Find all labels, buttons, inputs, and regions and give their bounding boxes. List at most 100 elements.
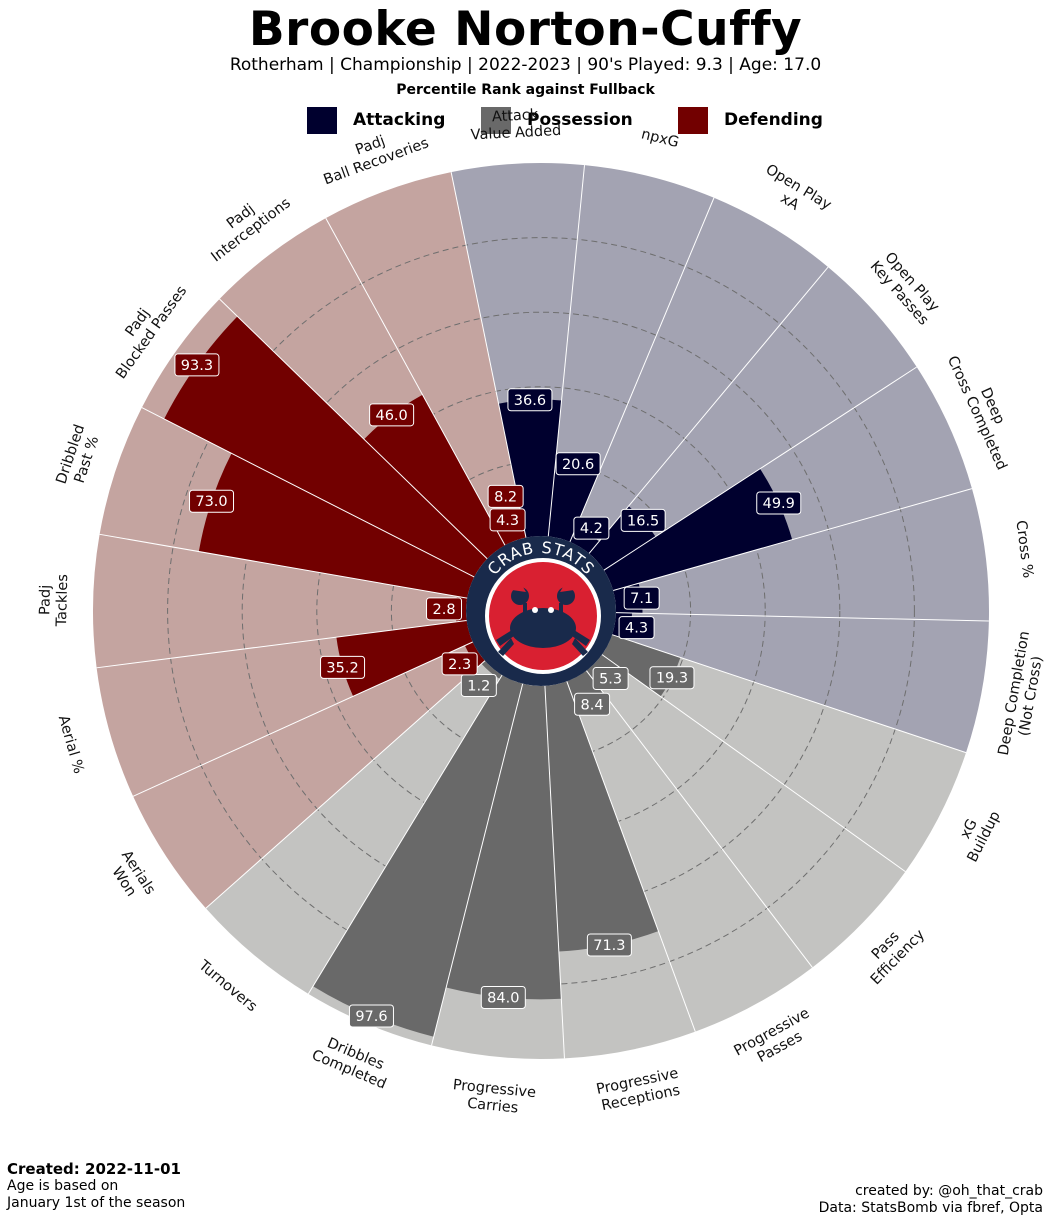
value-label-box bbox=[174, 353, 220, 377]
value-label-padj-ball-recoveries: 4.3 bbox=[489, 508, 526, 532]
value-label-box bbox=[649, 666, 695, 690]
category-label-pass-efficiency: PassEfficiency bbox=[856, 915, 929, 988]
value-label-dribbled-past: 73.0 bbox=[189, 489, 235, 513]
value-label-progressive-carries: 84.0 bbox=[480, 985, 526, 1009]
slice-bg-pass-efficiency bbox=[586, 654, 906, 968]
separator bbox=[141, 407, 475, 578]
value-label-dribbles-completed: 97.6 bbox=[348, 1004, 394, 1028]
value-label-box bbox=[623, 586, 660, 610]
category-label-cross: Cross % bbox=[1012, 519, 1035, 579]
value-label-box bbox=[480, 985, 526, 1009]
category-label-xg-buildup: xGBuildup bbox=[950, 801, 1004, 865]
separator bbox=[431, 683, 524, 1046]
legend-swatch-defending bbox=[678, 106, 708, 134]
bar-padj-blocked-passes bbox=[164, 316, 488, 577]
value-label-text: 5.3 bbox=[599, 672, 622, 688]
slice-bg-padj-ball-recoveries bbox=[325, 172, 526, 546]
separator bbox=[325, 217, 506, 546]
separator bbox=[307, 674, 503, 995]
separator bbox=[205, 660, 486, 909]
category-label-aerials-won: AerialsWon bbox=[104, 848, 158, 907]
age-note-line2: January 1st of the season bbox=[7, 1195, 186, 1211]
grid-ring-60 bbox=[241, 311, 841, 911]
value-label-text: 36.6 bbox=[514, 393, 546, 409]
separator bbox=[566, 681, 696, 1032]
created-date: Created: 2022-11-01 bbox=[7, 1160, 181, 1178]
value-label-text: 97.6 bbox=[355, 1009, 387, 1025]
value-label-aerial: 35.2 bbox=[320, 655, 366, 679]
value-label-text: 46.0 bbox=[375, 408, 407, 424]
slice-bg-deep-completion-not-cross bbox=[612, 612, 989, 753]
value-label-text: 49.9 bbox=[763, 496, 795, 512]
separator bbox=[615, 612, 989, 622]
slice-separators bbox=[96, 165, 989, 1059]
bar-dribbled-past bbox=[198, 453, 475, 599]
value-label-box bbox=[369, 403, 415, 427]
category-label-aerial: Aerial % bbox=[55, 714, 87, 776]
value-label-turnovers: 1.2 bbox=[460, 673, 497, 697]
value-label-text: 73.0 bbox=[195, 494, 227, 510]
age-note-line1: Age is based on bbox=[7, 1178, 119, 1194]
separator bbox=[601, 654, 906, 873]
bar-progressive-receptions bbox=[544, 681, 659, 952]
legend-swatch-possession bbox=[481, 106, 511, 134]
value-label-text: 7.1 bbox=[630, 591, 653, 607]
separator bbox=[613, 488, 973, 591]
value-label-open-play-key-passes: 16.5 bbox=[620, 508, 666, 532]
category-label-turnovers: Turnovers bbox=[195, 957, 260, 1015]
percentile-rank-label: Percentile Rank against Fullback bbox=[396, 82, 655, 98]
bar-turnovers bbox=[481, 660, 503, 679]
value-label-box bbox=[555, 452, 601, 476]
slice-bg-open-play-key-passes bbox=[589, 267, 917, 571]
bar-attack-value-added bbox=[498, 399, 562, 538]
separator bbox=[99, 533, 468, 599]
value-label-cross: 7.1 bbox=[623, 586, 660, 610]
category-label-attack-value-added: AttackValue Added bbox=[469, 106, 561, 144]
slice-bg-npxg bbox=[548, 165, 714, 542]
value-label-text: 4.3 bbox=[625, 621, 648, 637]
value-label-text: 16.5 bbox=[627, 513, 659, 529]
legend-label-defending: Defending bbox=[724, 110, 823, 130]
value-label-text: 4.2 bbox=[580, 521, 603, 537]
value-label-progressive-receptions: 71.3 bbox=[586, 933, 632, 957]
value-label-box bbox=[348, 1004, 394, 1028]
percentile-bars bbox=[164, 316, 793, 1037]
slice-bg-padj-tackles bbox=[93, 534, 468, 668]
category-label-dribbled-past: DribbledPast % bbox=[54, 423, 105, 492]
category-label-padj-tackles: PadjTackles bbox=[37, 574, 71, 628]
value-label-box bbox=[586, 933, 632, 957]
footer-right: created by: @oh_that_crab Data: StatsBom… bbox=[819, 1183, 1043, 1217]
grid-ring-80 bbox=[167, 237, 915, 985]
legend-item-attacking: Attacking bbox=[307, 106, 445, 134]
value-label-text: 19.3 bbox=[656, 671, 688, 687]
value-label-text: 8.2 bbox=[494, 489, 517, 505]
value-label-text: 1.2 bbox=[467, 678, 490, 694]
category-label-padj-ball-recoveries: PadjBall Recoveries bbox=[316, 119, 431, 188]
value-label-box bbox=[441, 652, 478, 676]
slice-bg-xg-buildup bbox=[602, 634, 967, 872]
crab-stats-logo: CRAB STATS bbox=[466, 536, 616, 686]
value-label-text: 2.3 bbox=[448, 657, 471, 673]
value-label-text: 4.3 bbox=[496, 513, 519, 529]
slice-bg-progressive-passes bbox=[566, 670, 813, 1032]
separator bbox=[547, 165, 585, 537]
category-label-dribbles-completed: DribblesCompleted bbox=[309, 1032, 395, 1093]
value-label-pass-efficiency: 5.3 bbox=[592, 667, 629, 691]
separator bbox=[96, 620, 467, 669]
value-label-open-play-xa: 4.2 bbox=[573, 516, 610, 540]
value-label-box bbox=[426, 597, 463, 621]
value-label-box bbox=[618, 616, 655, 640]
credit-line: created by: @oh_that_crab bbox=[855, 1183, 1043, 1199]
value-label-padj-blocked-passes: 93.3 bbox=[174, 353, 220, 377]
value-label-box bbox=[507, 388, 553, 412]
crab-icon bbox=[496, 582, 590, 656]
bar-dribbles-completed bbox=[312, 675, 523, 1037]
legend-swatch-attacking bbox=[307, 106, 337, 134]
separator bbox=[219, 298, 488, 560]
value-label-text: 8.4 bbox=[581, 697, 604, 713]
footer-left: Created: 2022-11-01 Age is based on Janu… bbox=[7, 1161, 185, 1212]
value-labels: 36.6 20.6 4.2 16.5 49.9 7.1 4.3 19.3 5.3 8.4 71.3 8… bbox=[174, 353, 802, 1028]
value-label-npxg: 20.6 bbox=[555, 452, 601, 476]
category-label-open-play-xa: Open PlayxA bbox=[754, 162, 834, 229]
bar-progressive-carries bbox=[446, 683, 562, 1000]
